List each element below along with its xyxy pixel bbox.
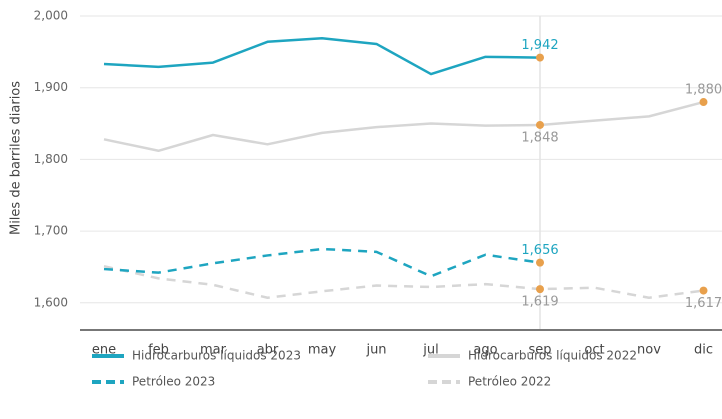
point-marker	[536, 285, 544, 294]
x-tick-label: feb	[148, 343, 169, 358]
point-marker	[699, 286, 708, 295]
x-tick-label: ago	[473, 343, 497, 358]
x-tick-label: jun	[365, 343, 386, 358]
series-line	[103, 264, 704, 299]
x-tick-label: abr	[257, 343, 279, 358]
y-tick-label: 1,600	[34, 295, 68, 309]
x-tick-label: dic	[694, 343, 713, 358]
series-line	[103, 247, 541, 278]
point-marker	[699, 98, 708, 107]
x-tick-label: ene	[92, 343, 116, 358]
point-marker	[536, 120, 544, 129]
series-line	[103, 100, 704, 153]
x-tick-label: nov	[637, 343, 661, 358]
x-tick-label: sep	[528, 343, 551, 358]
data-label: 1,617	[685, 296, 722, 311]
data-label: 1,656	[521, 243, 558, 258]
y-tick-label: 1,700	[34, 224, 68, 238]
point-marker	[536, 53, 544, 62]
legend-label: Petróleo 2022	[468, 375, 551, 389]
data-label: 1,619	[521, 295, 558, 310]
y-tick-label: 2,000	[34, 9, 68, 23]
y-axis-label: Miles de barriles diarios	[9, 81, 24, 235]
legend-label: Petróleo 2023	[132, 375, 215, 389]
x-tick-label: oct	[584, 343, 604, 358]
x-tick-label: may	[308, 343, 337, 358]
x-tick-label: jul	[422, 343, 438, 358]
data-label: 1,848	[521, 130, 558, 145]
series-line	[103, 36, 541, 76]
x-tick-label: mar	[200, 343, 227, 358]
y-tick-label: 1,800	[34, 152, 68, 166]
y-tick-label: 1,900	[34, 80, 68, 94]
data-label: 1,880	[685, 83, 722, 98]
data-label: 1,942	[521, 38, 558, 53]
legend-label: Hidrocarburos líquidos 2023	[132, 349, 301, 363]
legend-label: Hidrocarburos líquidos 2022	[468, 349, 637, 363]
point-marker	[536, 258, 544, 267]
